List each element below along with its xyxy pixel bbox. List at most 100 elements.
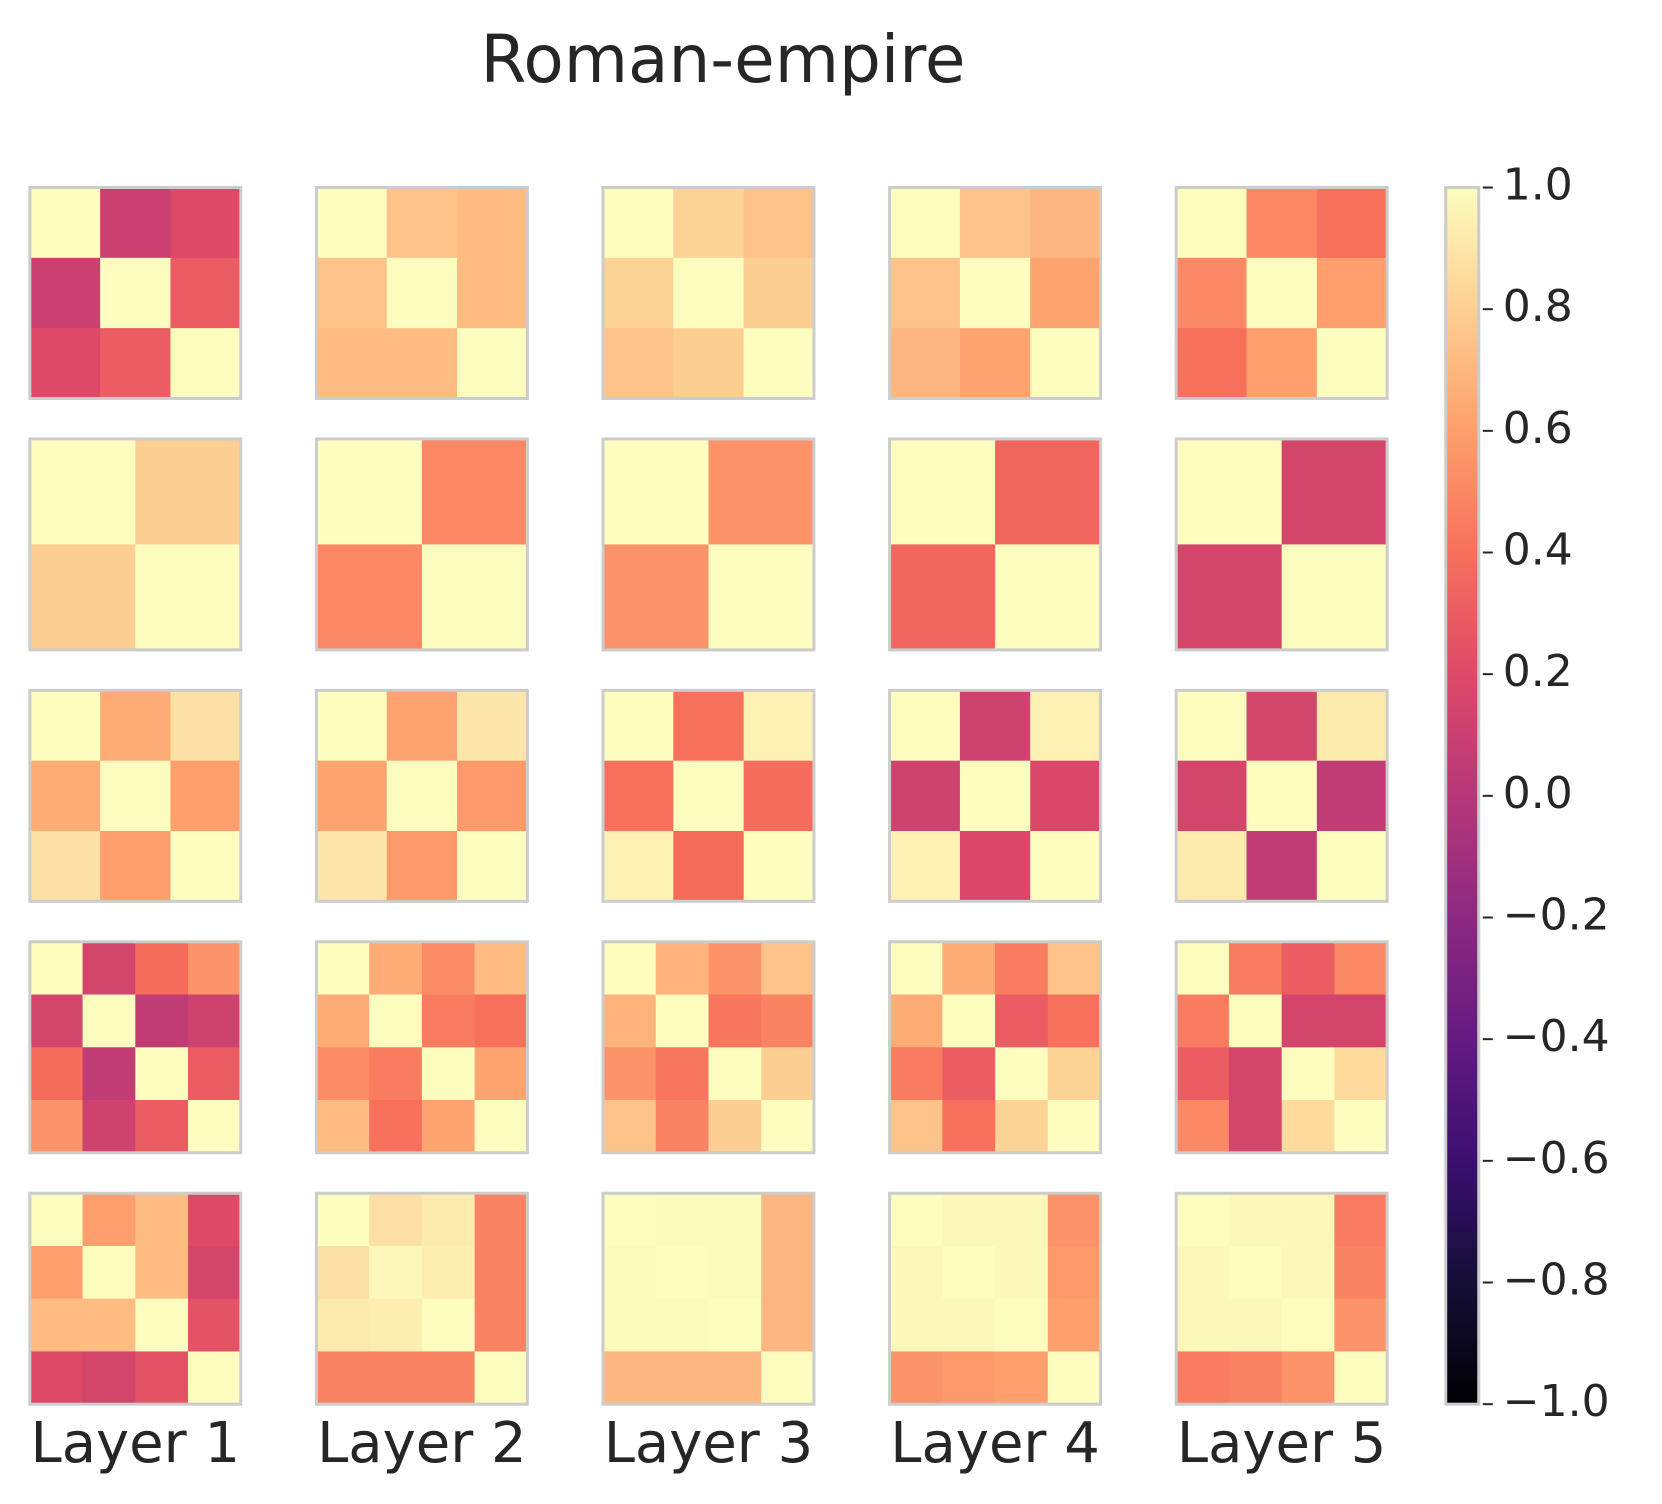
heatmap-cell	[1176, 1047, 1230, 1101]
heatmap-cell	[188, 994, 242, 1048]
heatmap-cell	[673, 760, 745, 832]
heatmap-cell	[369, 1100, 423, 1154]
panel-frame	[28, 940, 243, 1155]
heatmap-cell	[135, 544, 242, 651]
heatmap-cell	[1030, 257, 1102, 329]
heatmap-cell	[761, 1351, 815, 1405]
heatmap-cell	[1176, 187, 1247, 259]
heatmap-cell	[655, 1193, 709, 1247]
panel-frame	[28, 688, 243, 903]
heatmap-cell	[603, 1100, 657, 1154]
heatmap-panel	[314, 940, 529, 1155]
heatmap-cell	[761, 994, 815, 1048]
heatmap-cell	[316, 187, 388, 259]
heatmap-cell	[29, 1047, 84, 1101]
heatmap-cell	[942, 1298, 996, 1352]
heatmap-cell	[655, 941, 709, 996]
heatmap-cell	[29, 1100, 84, 1154]
heatmap-cell	[1176, 1351, 1230, 1405]
colorbar-tick-label: 1.0	[1503, 160, 1573, 211]
heatmap-cell	[1030, 831, 1102, 902]
heatmap-cell	[1316, 760, 1388, 832]
heatmap-cell	[100, 257, 171, 329]
heatmap-cell	[1228, 1193, 1283, 1247]
heatmap-cell	[457, 328, 528, 399]
heatmap-panel	[314, 437, 529, 652]
heatmap-cell	[1281, 544, 1388, 651]
heatmap-cell	[1334, 1245, 1388, 1300]
heatmap-cell	[1334, 1298, 1388, 1352]
heatmap-cell	[959, 257, 1031, 329]
heatmap-cell	[959, 690, 1031, 762]
heatmap-cell	[889, 328, 961, 399]
colorbar-tick-label: 0.4	[1503, 525, 1573, 576]
heatmap-cell	[1047, 1298, 1102, 1352]
heatmap-cell	[1047, 1047, 1102, 1101]
panel-frame	[1174, 688, 1389, 903]
heatmap-cell	[743, 690, 815, 762]
heatmap-cell	[316, 438, 423, 545]
heatmap-cell	[188, 1047, 242, 1101]
heatmap-cell	[29, 257, 101, 329]
heatmap-cell	[1228, 1100, 1283, 1154]
heatmap-cell	[316, 690, 388, 762]
panel-frame	[601, 186, 816, 400]
heatmap-cell	[82, 941, 136, 996]
heatmap-panel	[28, 1191, 243, 1406]
heatmap-cell	[29, 328, 101, 399]
heatmap-cell	[1281, 1245, 1335, 1300]
heatmap-cell	[135, 438, 242, 545]
heatmap-cell	[29, 438, 136, 545]
heatmap-cell	[386, 760, 458, 832]
heatmap-cell	[457, 831, 528, 902]
panel-frame	[28, 1191, 243, 1406]
heatmap-cell	[761, 1047, 815, 1101]
heatmap-cell	[1334, 1100, 1388, 1154]
heatmap-cell	[369, 1193, 423, 1247]
heatmap-cell	[708, 1193, 762, 1247]
heatmap-cell	[1176, 1100, 1230, 1154]
heatmap-cell	[421, 994, 476, 1048]
heatmap-cell	[1047, 994, 1102, 1048]
heatmap-cell	[603, 257, 674, 329]
heatmap-cell	[1281, 994, 1335, 1048]
heatmap-cell	[1316, 257, 1388, 329]
panel-frame	[601, 1191, 816, 1406]
heatmap-cell	[188, 1245, 242, 1300]
heatmap-cell	[1176, 438, 1283, 545]
panel-frame	[601, 437, 816, 652]
heatmap-cell	[457, 257, 528, 329]
panel-frame	[888, 186, 1103, 400]
heatmap-cell	[889, 1100, 943, 1154]
heatmap-cell	[135, 1100, 189, 1154]
heatmap-panel	[314, 688, 529, 903]
heatmap-panel	[601, 688, 816, 903]
heatmap-cell	[1047, 1351, 1102, 1405]
heatmap-cell	[1030, 187, 1102, 259]
heatmap-cell	[170, 257, 242, 329]
heatmap-panel	[888, 1191, 1103, 1406]
heatmap-panel	[601, 437, 816, 652]
heatmap-cell	[889, 1298, 943, 1352]
heatmap-cell	[188, 1298, 242, 1352]
heatmap-cell	[316, 1351, 370, 1405]
heatmap-cell	[1176, 1298, 1230, 1352]
panel-frame	[1174, 1191, 1389, 1406]
heatmap-cell	[655, 1298, 709, 1352]
panel-frame	[314, 1191, 529, 1406]
heatmap-cell	[474, 1100, 528, 1154]
heatmap-cell	[1281, 1193, 1335, 1247]
heatmap-cell	[603, 994, 657, 1048]
heatmap-cell	[603, 328, 674, 399]
heatmap-cell	[889, 831, 961, 902]
heatmap-cell	[743, 760, 815, 832]
heatmap-cell	[1246, 187, 1318, 259]
heatmap-cell	[369, 994, 423, 1048]
heatmap-cell	[100, 831, 171, 902]
heatmap-cell	[316, 941, 370, 996]
x-label: Layer 3	[604, 1411, 814, 1476]
heatmap-cell	[29, 760, 101, 832]
chart-title: Roman-empire	[480, 21, 965, 98]
heatmap-panel	[28, 186, 243, 400]
